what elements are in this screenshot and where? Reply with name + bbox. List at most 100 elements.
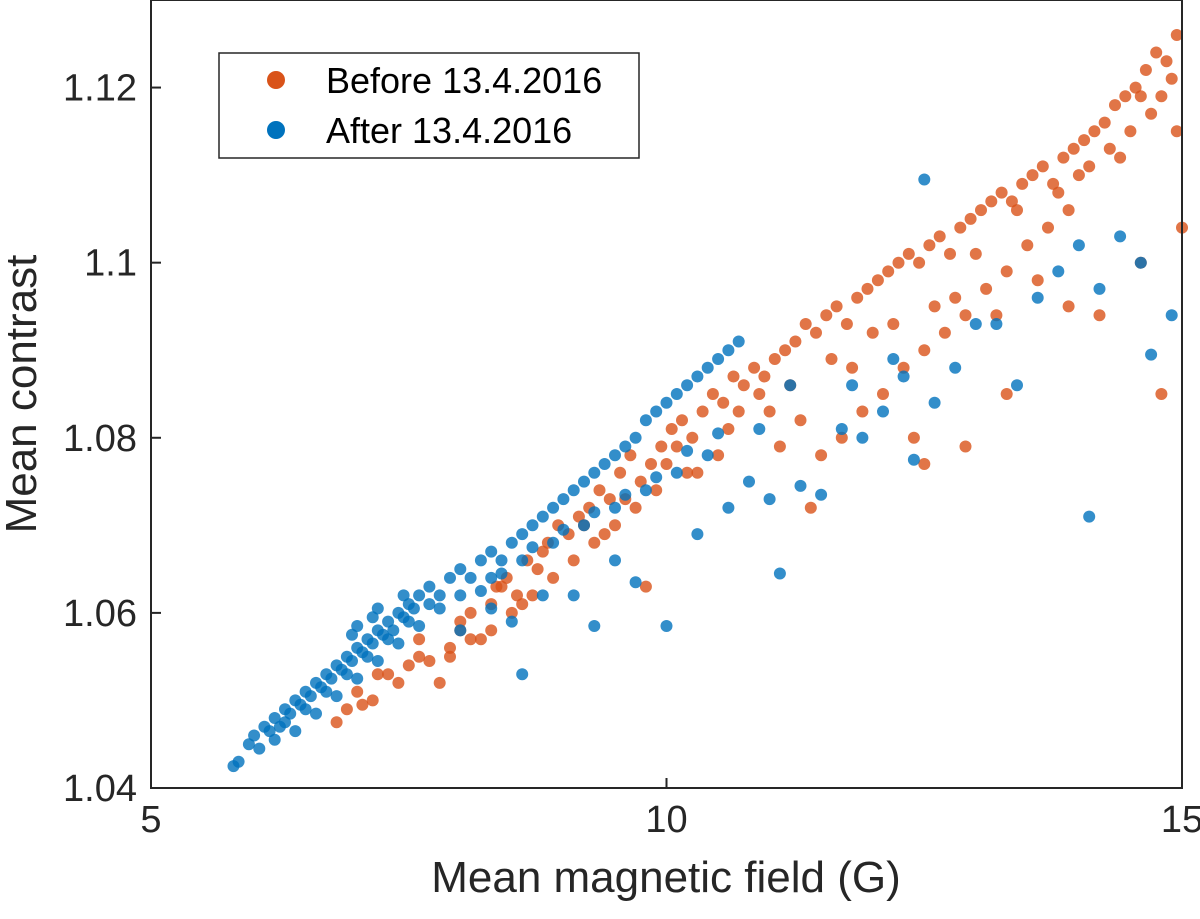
- data-point-after: [444, 571, 456, 584]
- data-point-before: [567, 554, 580, 567]
- data-point-after: [392, 637, 405, 650]
- data-point-before: [913, 256, 926, 269]
- data-point-before: [938, 326, 951, 339]
- data-point-after: [371, 655, 384, 667]
- data-point-after: [382, 633, 395, 646]
- data-point-after: [567, 589, 580, 602]
- data-point-after: [536, 589, 549, 602]
- data-point-before: [732, 405, 745, 418]
- data-point-before: [944, 247, 956, 260]
- data-point-before: [1150, 46, 1163, 59]
- data-point-before: [763, 405, 776, 418]
- data-point-after: [619, 488, 632, 501]
- data-point-after: [619, 440, 632, 453]
- data-point-before: [975, 204, 987, 217]
- data-point-after: [1011, 379, 1023, 392]
- data-point-before: [1155, 90, 1168, 103]
- data-point-before: [356, 698, 369, 711]
- y-axis-title: Mean contrast: [0, 255, 46, 534]
- data-point-before: [887, 318, 900, 330]
- data-point-before: [1160, 55, 1173, 68]
- data-point-after: [670, 466, 683, 479]
- data-point-before: [768, 353, 781, 365]
- data-point-after: [578, 475, 590, 488]
- data-point-after: [284, 707, 297, 720]
- y-tick-label: 1.12: [63, 68, 137, 110]
- data-point-before: [789, 335, 802, 348]
- data-point-after: [268, 733, 281, 746]
- data-point-before: [413, 650, 426, 663]
- legend-marker-before: [267, 71, 285, 89]
- data-point-after: [712, 427, 725, 440]
- data-point-before: [547, 571, 560, 584]
- data-point-after: [949, 361, 962, 374]
- data-point-after: [536, 510, 549, 523]
- data-point-before: [851, 291, 864, 304]
- data-point-after: [722, 501, 735, 514]
- data-point-before: [877, 388, 889, 400]
- data-point-after: [681, 444, 694, 457]
- data-point-after: [485, 545, 498, 558]
- data-point-before: [516, 598, 529, 611]
- data-point-before: [1005, 195, 1018, 208]
- data-point-after: [701, 361, 714, 374]
- data-point-after: [505, 615, 518, 628]
- data-point-before: [639, 580, 652, 593]
- data-point-before: [1011, 204, 1023, 217]
- data-point-after: [701, 449, 714, 462]
- data-point-after: [691, 370, 704, 383]
- data-point-before: [1145, 107, 1158, 120]
- data-point-after: [846, 379, 859, 392]
- data-point-before: [392, 676, 405, 689]
- data-point-before: [1047, 177, 1060, 190]
- data-point-after: [567, 484, 580, 497]
- data-point-after: [413, 620, 426, 632]
- data-point-after: [670, 388, 683, 400]
- data-point-before: [366, 694, 379, 707]
- data-point-after: [660, 396, 673, 409]
- data-point-after: [516, 528, 529, 541]
- data-point-after: [454, 624, 467, 637]
- data-point-before: [681, 466, 694, 479]
- data-point-after: [588, 620, 601, 632]
- data-point-before: [748, 361, 761, 374]
- data-point-before: [696, 405, 709, 418]
- data-point-after: [547, 536, 560, 549]
- data-point-after: [660, 620, 673, 632]
- data-point-after: [639, 414, 652, 427]
- data-point-before: [660, 458, 673, 470]
- data-point-before: [1134, 90, 1147, 103]
- data-point-before: [670, 440, 683, 453]
- data-point-before: [1036, 160, 1049, 173]
- data-point-before: [531, 563, 544, 576]
- x-tick-label: 15: [1161, 799, 1200, 841]
- data-point-after: [310, 707, 322, 720]
- data-point-before: [980, 282, 993, 295]
- data-point-before: [1021, 239, 1034, 252]
- data-point-before: [598, 528, 611, 541]
- data-point-before: [1170, 125, 1183, 138]
- data-point-before: [871, 274, 884, 287]
- data-point-before: [1129, 81, 1142, 94]
- data-point-after: [990, 318, 1003, 330]
- data-point-after: [712, 353, 725, 365]
- data-point-after: [382, 615, 395, 628]
- data-point-before: [985, 195, 998, 208]
- data-point-after: [423, 598, 436, 611]
- data-point-before: [835, 431, 848, 444]
- data-point-after: [928, 396, 941, 409]
- data-point-after: [639, 484, 652, 497]
- data-point-before: [1031, 274, 1044, 287]
- data-point-after: [681, 379, 694, 392]
- legend-label-before: Before 13.4.2016: [326, 60, 602, 101]
- data-point-after: [794, 479, 807, 492]
- data-point-after: [578, 519, 590, 532]
- data-point-after: [773, 567, 786, 580]
- data-point-before: [1119, 90, 1132, 103]
- data-point-before: [794, 414, 807, 427]
- data-point-before: [645, 458, 657, 470]
- data-point-before: [840, 318, 853, 330]
- x-axis-title: Mean magnetic field (G): [431, 853, 901, 902]
- data-point-before: [779, 344, 792, 357]
